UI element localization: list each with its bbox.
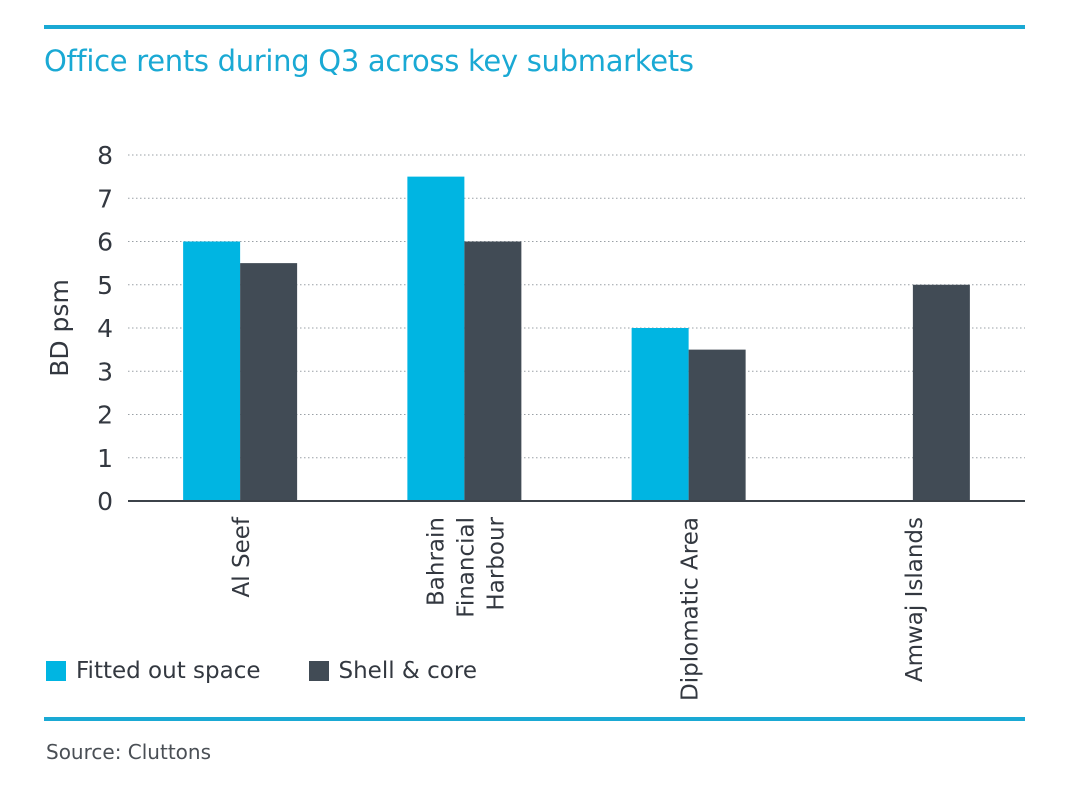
x-tick-label-line: Harbour — [483, 516, 509, 610]
legend-swatch-fitted — [46, 661, 66, 681]
bar — [464, 241, 522, 501]
x-tick-label: Al Seef — [229, 516, 255, 597]
legend-item-fitted: Fitted out space — [46, 658, 261, 684]
bar — [240, 263, 298, 501]
y-tick-label: 4 — [97, 314, 113, 343]
legend-label-shell: Shell & core — [338, 658, 477, 684]
bar — [912, 284, 970, 501]
x-tick-label: Amwaj Islands — [902, 517, 928, 682]
bar-chart: 0 1 2 3 4 5 6 7 8 BD psm Al Seef Bahrain Financial Ha… — [45, 141, 1025, 701]
y-tick-label: 0 — [97, 487, 113, 516]
bottom-rule — [44, 717, 1025, 721]
x-tick-label-line: Amwaj Islands — [902, 517, 928, 682]
y-axis-label: BD psm — [45, 279, 74, 377]
y-tick-label: 3 — [97, 357, 113, 386]
chart-legend: Fitted out space Shell & core — [46, 656, 525, 686]
y-tick-label: 6 — [97, 228, 113, 257]
y-tick-label: 5 — [97, 271, 113, 300]
y-tick-label: 8 — [97, 141, 113, 170]
bar — [407, 176, 465, 501]
legend-item-shell: Shell & core — [308, 658, 477, 684]
x-tick-label-line: Diplomatic Area — [678, 517, 704, 701]
x-tick-label-line: Bahrain — [423, 517, 449, 606]
y-tick-label: 2 — [97, 401, 113, 430]
x-tick-label-line: Al Seef — [229, 516, 255, 597]
x-tick-label: Diplomatic Area — [678, 517, 704, 701]
bar — [183, 241, 241, 501]
bar — [631, 328, 689, 501]
bar — [688, 349, 746, 501]
y-tick-label: 7 — [97, 184, 113, 213]
x-tick-label-line: Financial — [453, 517, 479, 618]
source-note: Source: Cluttons — [46, 740, 211, 764]
legend-swatch-shell — [308, 661, 329, 681]
y-tick-label: 1 — [97, 444, 113, 473]
x-tick-label: Bahrain Financial Harbour — [423, 516, 509, 617]
chart-title: Office rents during Q3 across key submar… — [44, 44, 694, 78]
top-rule — [44, 25, 1025, 29]
legend-label-fitted: Fitted out space — [76, 658, 261, 684]
